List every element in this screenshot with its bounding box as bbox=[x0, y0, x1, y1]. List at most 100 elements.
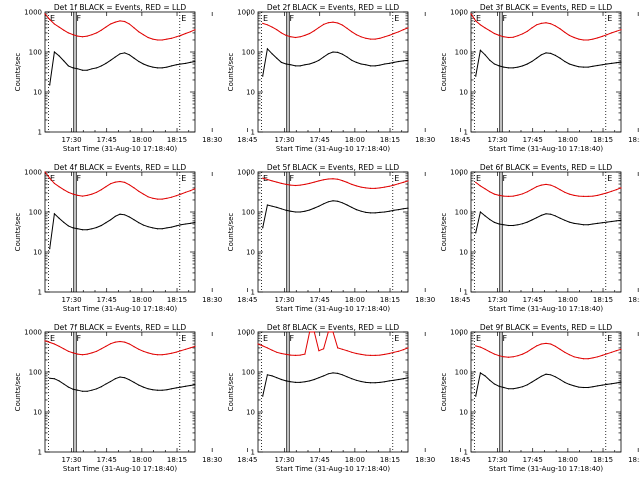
x-tick-label: 18:00 bbox=[345, 456, 365, 464]
lld-series-point bbox=[360, 36, 362, 38]
lld-series-point bbox=[346, 181, 348, 183]
events-series-point bbox=[304, 381, 306, 383]
lld-series-point bbox=[86, 353, 88, 355]
lld-series-point bbox=[517, 355, 519, 357]
lld-series-point bbox=[388, 185, 390, 187]
lld-series-point bbox=[573, 194, 575, 196]
marker-label: E bbox=[394, 174, 399, 183]
events-series-point bbox=[271, 375, 273, 377]
events-series-point bbox=[128, 216, 130, 218]
lld-series-point bbox=[100, 348, 102, 350]
events-series-point bbox=[545, 213, 547, 215]
marker-label: F bbox=[77, 14, 82, 23]
events-series bbox=[475, 49, 622, 77]
lld-series-point bbox=[271, 349, 273, 351]
x-tick-label: 17:45 bbox=[97, 136, 117, 144]
y-axis-label: Counts/sec bbox=[440, 213, 448, 252]
lld-series-point bbox=[72, 352, 74, 354]
lld-series-point bbox=[531, 348, 533, 350]
y-axis-label: Counts/sec bbox=[227, 53, 235, 92]
events-series-point bbox=[81, 69, 84, 71]
events-series-point bbox=[299, 211, 301, 213]
lld-series-point bbox=[128, 23, 130, 25]
lld-series-point bbox=[398, 350, 400, 352]
events-series-point bbox=[601, 222, 603, 224]
events-series-point bbox=[100, 224, 102, 227]
y-tick-label: 10 bbox=[33, 249, 42, 257]
lld-series-point bbox=[152, 353, 154, 355]
lld-series-point bbox=[620, 187, 622, 189]
events-series-point bbox=[493, 383, 495, 385]
events-series-point bbox=[517, 224, 519, 226]
lld-series-point bbox=[374, 187, 376, 189]
lld-series-point bbox=[323, 23, 325, 25]
lld-series-point bbox=[147, 36, 149, 39]
events-series-point bbox=[138, 60, 140, 63]
events-series-point bbox=[475, 75, 477, 77]
lld-series-point bbox=[611, 351, 613, 353]
events-series-point bbox=[266, 374, 268, 376]
events-series-point bbox=[309, 209, 311, 211]
events-series-point bbox=[309, 63, 311, 65]
lld-series-point bbox=[512, 356, 514, 358]
events-series-point bbox=[578, 66, 580, 68]
events-series-point bbox=[573, 222, 575, 224]
lld-series-point bbox=[601, 354, 603, 356]
events-series-point bbox=[507, 224, 510, 227]
panel-title: Det 1f BLACK = Events, RED = LLD bbox=[54, 3, 187, 12]
y-tick-label: 10 bbox=[246, 89, 255, 97]
y-tick-label: 100 bbox=[242, 49, 255, 57]
events-series-point bbox=[360, 210, 362, 212]
y-tick-label: 100 bbox=[455, 49, 468, 57]
lld-series-point bbox=[185, 32, 187, 35]
panel-det-5: Det 5f BLACK = Events, RED = LLD 1 10 100 10… bbox=[227, 163, 470, 313]
lld-series-point bbox=[53, 182, 56, 184]
events-series-point bbox=[119, 53, 121, 55]
lld-series-point bbox=[72, 193, 74, 195]
lld-series-point bbox=[138, 31, 140, 33]
events-series-point bbox=[262, 395, 264, 397]
lld-series-point bbox=[369, 354, 372, 356]
events-series-point bbox=[180, 63, 182, 65]
events-series bbox=[262, 200, 409, 229]
lld-series-point bbox=[290, 354, 292, 356]
lld-series-point bbox=[393, 351, 395, 353]
events-series-point bbox=[545, 52, 547, 54]
lld-series-point bbox=[161, 198, 163, 200]
events-series-point bbox=[388, 62, 390, 64]
events-series-point bbox=[545, 373, 547, 375]
lld-series-point bbox=[587, 195, 589, 197]
lld-series-point bbox=[573, 36, 575, 39]
x-tick-label: 18:15 bbox=[380, 296, 400, 304]
x-tick-label: 18:15 bbox=[167, 136, 187, 144]
x-tick-label: 17:45 bbox=[97, 296, 117, 304]
events-series-point bbox=[374, 382, 376, 384]
panel-det-4: Det 4f BLACK = Events, RED = LLD 1 10 100 10… bbox=[14, 163, 257, 313]
events-series-point bbox=[393, 209, 395, 211]
axes-frame bbox=[470, 331, 622, 453]
lld-series-point bbox=[105, 26, 107, 28]
events-series-point bbox=[318, 377, 320, 379]
events-series-point bbox=[337, 51, 339, 54]
lld-series bbox=[470, 13, 622, 41]
lld-series-point bbox=[337, 347, 339, 349]
lld-series-point bbox=[318, 350, 320, 352]
events-series-point bbox=[615, 220, 617, 222]
y-tick-label: 1000 bbox=[237, 329, 255, 337]
events-series-point bbox=[374, 212, 376, 214]
lld-series-point bbox=[341, 180, 343, 182]
events-series-point bbox=[355, 209, 357, 211]
y-tick-label: 10 bbox=[459, 409, 468, 417]
events-series-point bbox=[398, 378, 400, 381]
x-tick-label: 18:45 bbox=[450, 456, 470, 464]
events-series-point bbox=[294, 65, 297, 67]
lld-series-point bbox=[559, 348, 561, 350]
lld-series-point bbox=[512, 36, 514, 38]
lld-series-point bbox=[475, 181, 477, 183]
events-series-point bbox=[280, 61, 282, 64]
events-series-point bbox=[337, 372, 339, 374]
events-series-point bbox=[96, 226, 98, 229]
events-series-point bbox=[290, 210, 292, 212]
events-series-point bbox=[114, 56, 116, 58]
lld-series-point bbox=[470, 13, 472, 15]
